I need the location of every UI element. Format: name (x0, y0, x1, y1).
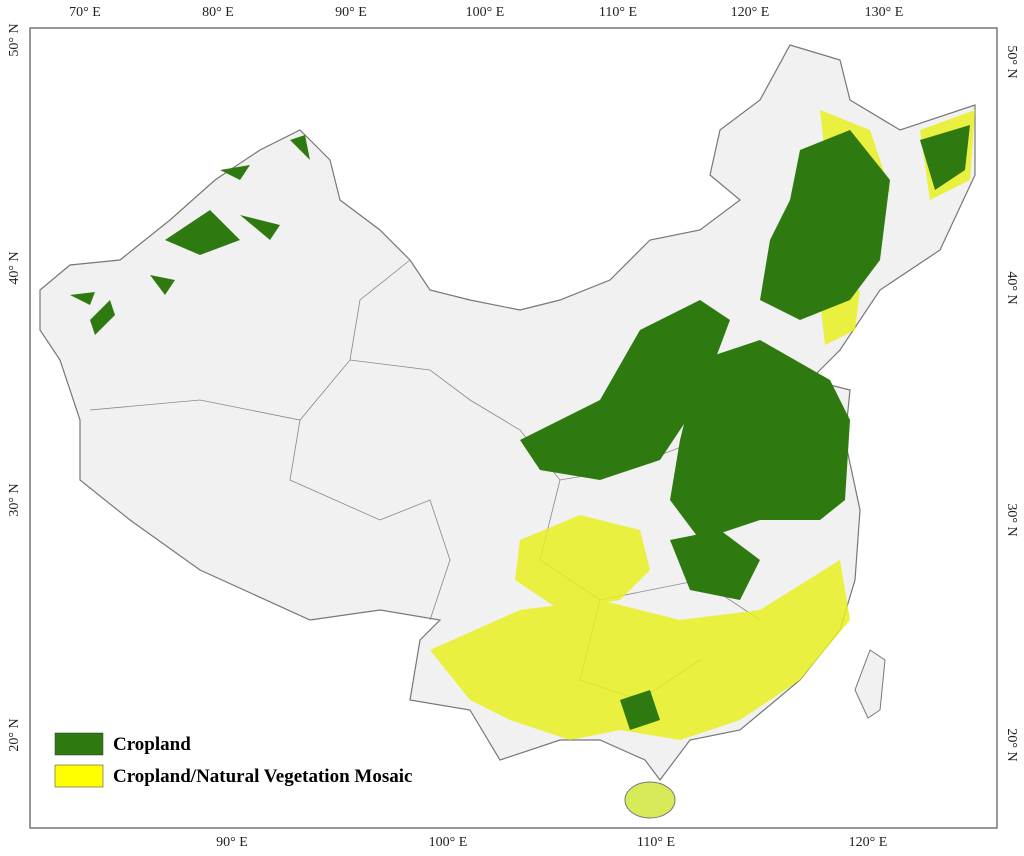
tick-label: 20° N (1004, 728, 1019, 761)
top-ticks: 70° E 80° E 90° E 100° E 110° E 120° E 1… (69, 5, 903, 20)
tick-label: 70° E (69, 5, 101, 20)
left-ticks: 50° N 40° N 30° N 20° N (7, 23, 22, 751)
tick-label: 90° E (216, 835, 248, 850)
tick-label: 100° E (466, 5, 505, 20)
tick-label: 110° E (599, 5, 637, 20)
tick-label: 50° N (1004, 45, 1019, 78)
tick-label: 50° N (7, 23, 22, 56)
tick-label: 90° E (335, 5, 367, 20)
right-ticks: 50° N 40° N 30° N 20° N (1004, 45, 1019, 761)
tick-label: 20° N (7, 718, 22, 751)
legend-swatch (54, 764, 104, 788)
tick-label: 110° E (637, 835, 675, 850)
tick-label: 30° N (1004, 503, 1019, 536)
legend-swatch (54, 732, 104, 756)
legend: Cropland Cropland/Natural Vegetation Mos… (54, 732, 412, 788)
tick-label: 100° E (429, 835, 468, 850)
legend-label: Cropland (113, 734, 191, 755)
bottom-ticks: 90° E 100° E 110° E 120° E (216, 835, 887, 850)
tick-label: 80° E (202, 5, 234, 20)
tick-label: 120° E (849, 835, 888, 850)
legend-label: Cropland/Natural Vegetation Mosaic (113, 766, 412, 787)
tick-label: 30° N (7, 483, 22, 516)
tick-label: 130° E (865, 5, 904, 20)
tick-label: 40° N (7, 251, 22, 284)
tick-label: 40° N (1004, 271, 1019, 304)
tick-label: 120° E (731, 5, 770, 20)
cropland-areas (70, 125, 970, 730)
